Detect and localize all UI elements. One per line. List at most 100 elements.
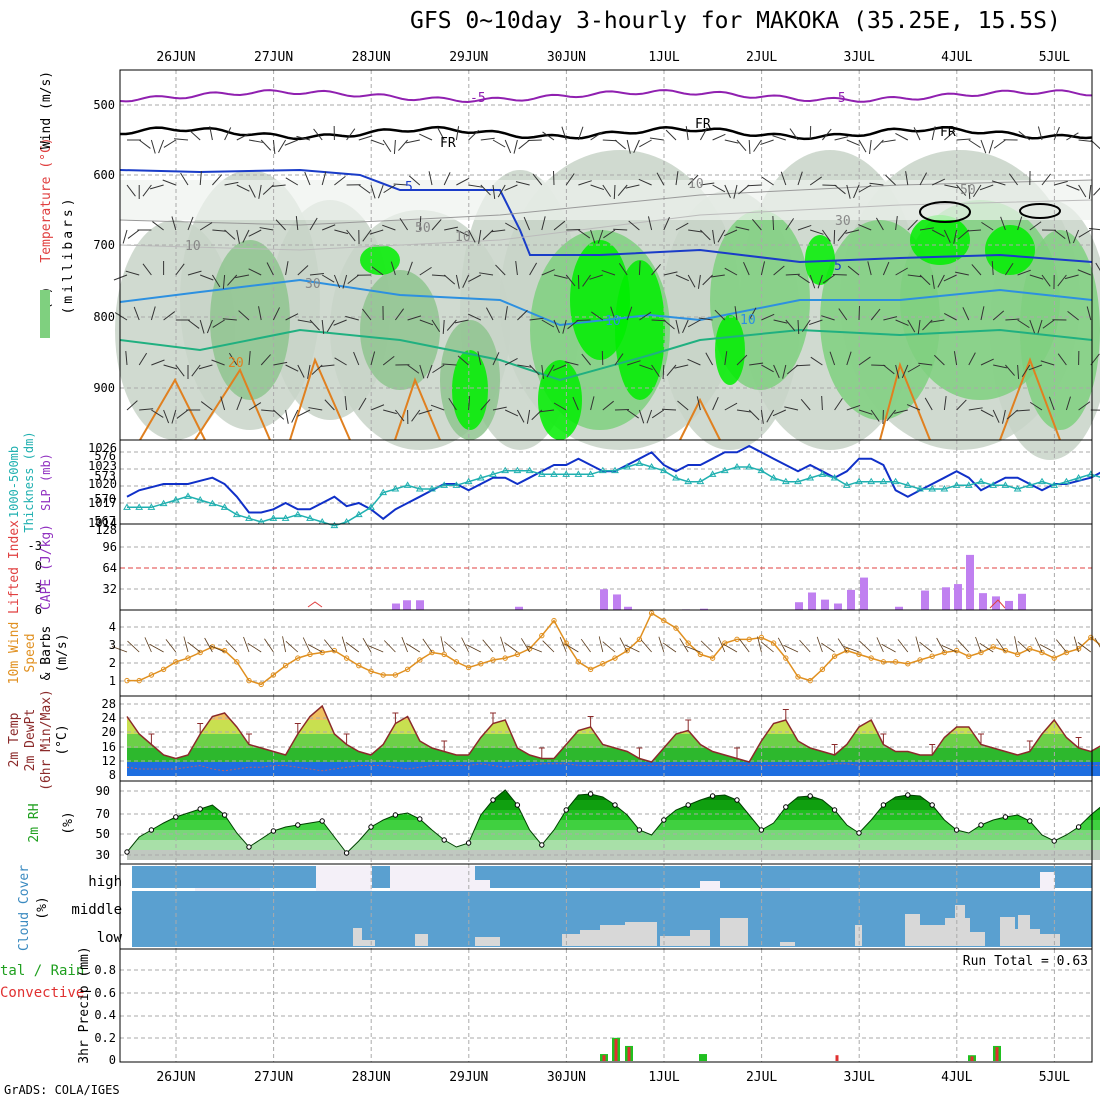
rh-point	[831, 807, 838, 813]
wind-barb	[285, 364, 299, 372]
wind-barb	[291, 409, 299, 423]
wind-barb-10m	[285, 640, 299, 653]
wind-speed-point	[173, 659, 179, 665]
wind-barb	[529, 317, 544, 321]
rh-band	[127, 830, 1100, 840]
wind-barb	[602, 184, 612, 197]
wind-speed-point	[758, 634, 765, 641]
wind-barb	[992, 310, 1005, 321]
wind-barb	[382, 355, 395, 366]
thickness-point	[659, 466, 668, 474]
wind-barb	[821, 315, 835, 321]
rh-contour	[119, 179, 1093, 226]
thickness-point	[745, 463, 754, 470]
wind-barb	[882, 261, 890, 276]
cape-bar	[966, 554, 974, 610]
wind-barb	[151, 359, 165, 366]
wind-barb	[419, 319, 434, 326]
wind-speed-point	[612, 655, 618, 661]
wind-barb	[513, 139, 518, 154]
wind-barb	[126, 400, 138, 411]
thickness-point	[928, 485, 937, 492]
wind-barb	[189, 130, 201, 141]
wind-barb	[687, 358, 701, 366]
wind-barb	[687, 319, 701, 328]
wind-barb	[398, 139, 408, 151]
cape-bar	[992, 596, 1000, 610]
cloud-ylabel-unit: (%)	[35, 896, 50, 919]
thickness-point	[293, 510, 302, 518]
wind-barb	[797, 319, 800, 335]
wind-barb	[772, 409, 787, 417]
wind-barb-10m	[282, 636, 286, 653]
wind-barb	[277, 139, 287, 153]
wind-barb	[821, 395, 823, 411]
wind-barb	[649, 137, 664, 141]
wind-barb-10m	[209, 645, 225, 653]
temp-tick: 16	[102, 740, 116, 754]
thickness-point	[830, 474, 839, 481]
cape-bar	[1005, 600, 1013, 610]
wind-barb	[735, 226, 750, 231]
contour-label: 10	[455, 230, 471, 245]
wind-barb	[907, 319, 916, 333]
contour-label: 50	[415, 221, 431, 236]
rh-point	[1002, 814, 1009, 820]
thickness-point	[623, 463, 632, 470]
wind-speed-point	[282, 662, 289, 669]
wind-barb-10m	[783, 644, 799, 653]
wind-barb	[199, 171, 202, 186]
temp-tick: 20	[102, 725, 116, 739]
wind-barb	[1005, 364, 1015, 376]
wind-speed-point	[319, 649, 325, 656]
wind-speed-point	[490, 657, 496, 663]
rh-shading	[360, 245, 400, 275]
wind-speed-point	[441, 651, 447, 658]
wind-speed-point	[783, 655, 789, 661]
wind-barb	[918, 362, 933, 366]
thickness-point	[440, 481, 449, 488]
wind-barb	[1077, 269, 1091, 276]
wind-barb-10m	[881, 643, 896, 653]
wind-barb-10m	[957, 640, 970, 653]
wind-speed-point	[234, 659, 240, 665]
wind-speed-point	[1051, 655, 1057, 661]
wind-barb	[953, 229, 958, 244]
wind-barb	[163, 311, 176, 321]
wind-barb	[238, 310, 250, 321]
wind-barb	[651, 263, 661, 276]
thickness-point	[415, 485, 424, 492]
rh-point	[636, 827, 643, 833]
wind-barb	[1057, 353, 1067, 366]
wind-barb	[468, 229, 476, 243]
wind-barb	[321, 319, 325, 334]
wind-barb	[334, 175, 346, 186]
date-label-top: 5JUL	[1039, 50, 1070, 65]
wind-speed-point	[356, 662, 362, 669]
wind-barb	[308, 407, 323, 411]
wind-barb	[309, 217, 318, 231]
wind-barb-10m	[941, 645, 957, 653]
wind-barb	[1029, 274, 1044, 280]
wind-barb	[285, 313, 299, 321]
wind-barb-10m	[859, 640, 872, 653]
wind-barb	[454, 319, 469, 324]
wind-speed-point	[246, 677, 252, 684]
wind-barb-10m	[504, 642, 518, 653]
wind-barb	[698, 317, 713, 321]
wind-barb	[829, 351, 836, 366]
wind-barb	[661, 408, 677, 411]
wind-barb	[334, 357, 347, 366]
thickness-point	[977, 477, 985, 485]
wind-barb	[564, 361, 579, 366]
wind-barb	[685, 126, 689, 141]
wind-barb-10m	[843, 646, 860, 653]
contour-minus5	[119, 89, 1093, 104]
wind-barb-10m	[640, 639, 652, 653]
pressure-level-label: 600	[93, 168, 115, 182]
wind-barb	[127, 229, 140, 239]
wind-barb	[248, 139, 263, 143]
wind-barb	[212, 229, 227, 232]
wind-speed-point	[648, 610, 655, 616]
slp-ylabel-slp: SLP (mb)	[39, 453, 53, 511]
